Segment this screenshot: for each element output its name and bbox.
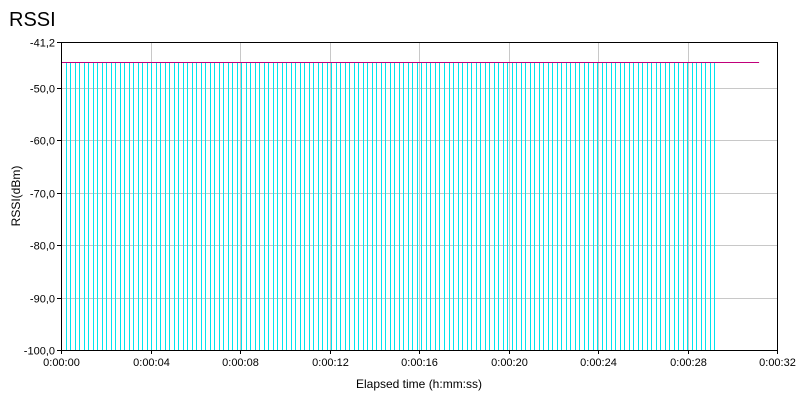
x-axis-ticks: 0:00:00 0:00:04 0:00:08 0:00:12 0:00:16 0:00:…	[43, 350, 796, 369]
x-tick-label: 0:00:28	[670, 357, 707, 369]
y-axis-title: RSSI(dBm)	[9, 166, 23, 227]
x-tick-label: 0:00:24	[580, 357, 617, 369]
x-tick-label: 0:00:00	[43, 357, 80, 369]
x-tick-label: 0:00:04	[133, 357, 170, 369]
x-tick-label: 0:00:20	[491, 357, 528, 369]
y-tick-label: -80,0	[30, 241, 55, 253]
y-tick-label: -90,0	[30, 294, 55, 306]
x-axis-title: Elapsed time (h:mm:ss)	[356, 377, 482, 391]
x-tick-label: 0:00:12	[312, 357, 349, 369]
y-axis-ticks: -41,2 -50,0 -60,0 -70,0 -80,0 -90,0 -100,0	[24, 38, 61, 358]
chart-title: RSSI	[9, 9, 56, 31]
y-tick-label: -50,0	[30, 84, 55, 96]
y-tick-label: -60,0	[30, 136, 55, 148]
x-tick-label: 0:00:16	[401, 357, 438, 369]
y-tick-label: -41,2	[30, 38, 55, 50]
x-tick-label: 0:00:08	[222, 357, 259, 369]
y-tick-label: -100,0	[24, 346, 55, 358]
y-tick-label: -70,0	[30, 189, 55, 201]
rssi-bars	[61, 62, 715, 350]
x-tick-label: 0:00:32	[759, 357, 796, 369]
grid-layer	[61, 42, 778, 351]
